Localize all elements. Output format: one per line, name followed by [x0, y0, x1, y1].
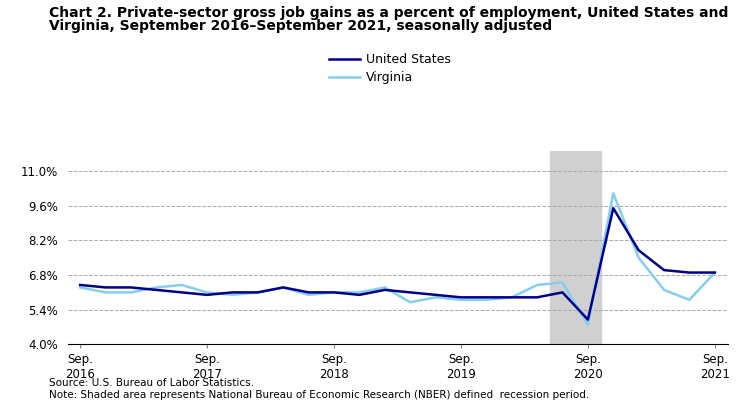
Legend: United States, Virginia: United States, Virginia	[324, 48, 456, 89]
Text: Virginia, September 2016–September 2021, seasonally adjusted: Virginia, September 2016–September 2021,…	[49, 19, 552, 33]
Text: Source: U.S. Bureau of Labor Statistics.
Note: Shaded area represents National B: Source: U.S. Bureau of Labor Statistics.…	[49, 378, 589, 399]
Bar	[550, 151, 601, 344]
Text: Chart 2. Private-sector gross job gains as a percent of employment, United State: Chart 2. Private-sector gross job gains …	[49, 6, 728, 20]
